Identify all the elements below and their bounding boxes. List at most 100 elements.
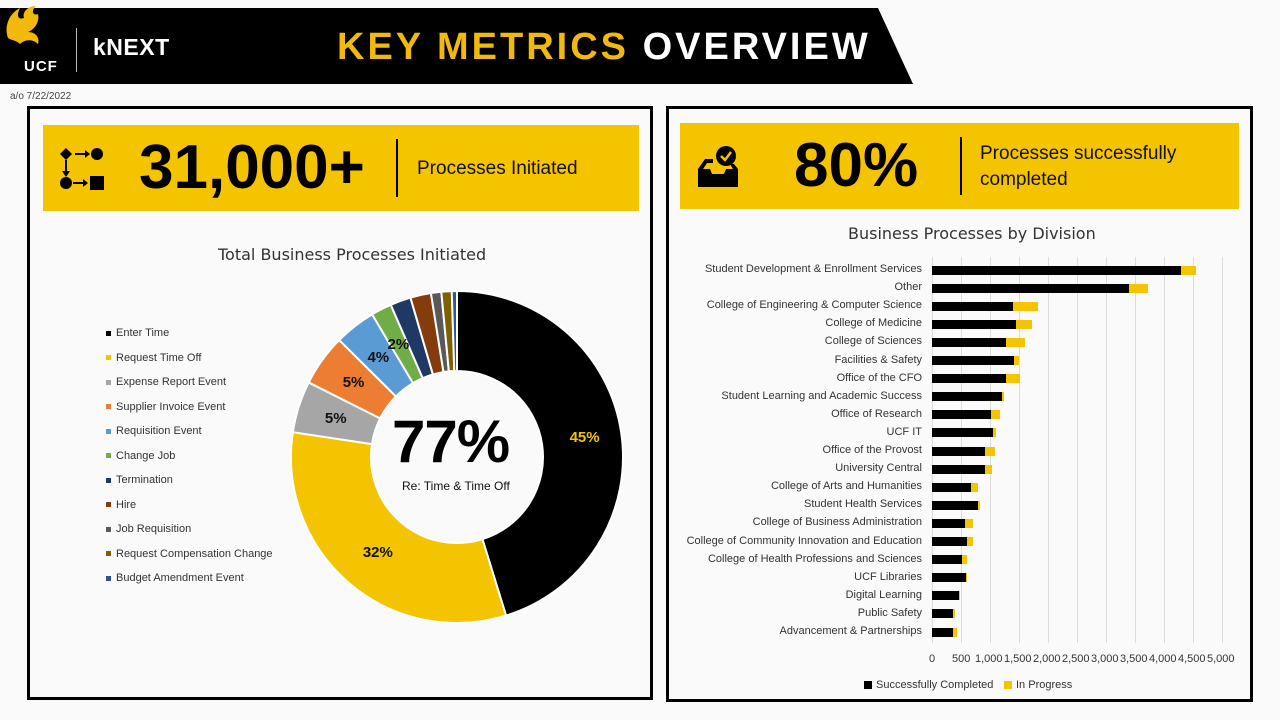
gridline — [1193, 257, 1194, 644]
legend-item: Request Time Off — [106, 346, 273, 371]
gridline — [1077, 257, 1078, 644]
bar-category-label: College of Health Professions and Scienc… — [707, 552, 922, 565]
bar-legend-item: In Progress — [1004, 679, 1072, 691]
x-tick-label: 3,000 — [1091, 653, 1119, 666]
bar-in-progress — [953, 609, 956, 619]
bar-completed — [932, 265, 1182, 275]
donut-percent-label: 5% — [324, 409, 347, 427]
bar-in-progress — [1129, 283, 1149, 293]
bar-chart-title: Business Processes by Division — [848, 224, 1096, 243]
legend-label: Budget Amendment Event — [116, 572, 244, 585]
gridline — [1019, 257, 1020, 644]
legend-label: Requisition Event — [116, 425, 202, 438]
kpi-separator — [396, 139, 398, 197]
kpi-value: 80% — [794, 131, 919, 200]
legend-label: Termination — [116, 474, 173, 487]
kpi-success-rate: 80% Processes successfully completed — [680, 123, 1239, 209]
bar-in-progress — [1013, 301, 1038, 311]
logo-text: UCF — [24, 58, 58, 75]
donut-percent-label: 5% — [342, 374, 365, 392]
bar-legend-label: Successfully Completed — [876, 679, 994, 692]
donut-chart — [290, 289, 624, 624]
kpi-label-line2: completed — [980, 169, 1068, 190]
legend-label: Request Compensation Change — [116, 547, 273, 560]
bar-category-label: College of Engineering & Computer Scienc… — [706, 299, 922, 312]
header-divider — [76, 28, 77, 72]
bar-in-progress — [965, 518, 974, 528]
bar-legend-swatch — [1004, 681, 1012, 690]
legend-item: Request Compensation Change — [106, 542, 273, 567]
division-panel: 80% Processes successfully completed Bus… — [666, 106, 1253, 702]
bar-in-progress — [1181, 265, 1196, 275]
legend-item: Enter Time — [106, 321, 273, 346]
x-tick-label: 2,500 — [1062, 653, 1090, 666]
bar-category-label: College of Medicine — [825, 317, 922, 330]
bar-completed — [932, 609, 954, 619]
legend-swatch — [106, 355, 111, 361]
legend-swatch — [106, 477, 111, 483]
donut-slice-budget-amendment-event — [450, 289, 458, 373]
kpi-value: 31,000+ — [139, 133, 365, 202]
page-title-part2: OVERVIEW — [642, 26, 871, 68]
donut-percent-label: 4% — [367, 348, 390, 366]
bar-legend-item: Successfully Completed — [864, 679, 993, 691]
bar-completed — [932, 537, 967, 547]
process-flow-icon — [60, 148, 104, 190]
legend-label: Enter Time — [116, 327, 170, 340]
bar-category-label: Student Health Services — [803, 498, 922, 511]
bar-completed — [932, 337, 1007, 347]
page-title: KEY METRICS OVERVIEW — [337, 26, 871, 69]
bar-category-label: University Central — [835, 462, 922, 475]
legend-swatch — [106, 404, 111, 410]
kpi-separator — [960, 137, 962, 195]
bar-in-progress — [1001, 392, 1004, 402]
legend-label: Request Time Off — [116, 351, 202, 364]
header-background — [0, 8, 913, 84]
x-tick-label: 3,500 — [1120, 653, 1148, 666]
bar-completed — [932, 518, 966, 528]
legend-label: Change Job — [116, 449, 176, 462]
bar-completed — [932, 301, 1014, 311]
bar-in-progress — [993, 428, 997, 438]
x-tick-label: 5,000 — [1207, 653, 1235, 666]
bar-in-progress — [1006, 337, 1026, 347]
legend-item: Supplier Invoice Event — [106, 395, 273, 420]
bar-in-progress — [962, 555, 967, 565]
bar-completed — [932, 464, 986, 474]
legend-swatch — [106, 428, 111, 434]
bar-completed — [932, 410, 992, 420]
donut-legend: Enter Time Request Time Off Expense Report… — [106, 321, 273, 591]
bar-category-label: College of Business Administration — [752, 516, 922, 529]
gridline — [1048, 257, 1049, 644]
bar-category-label: Advancement & Partnerships — [779, 625, 922, 638]
bar-completed — [932, 482, 972, 492]
legend-swatch — [106, 330, 111, 336]
legend-swatch — [106, 526, 111, 532]
pegasus-logo-icon — [6, 6, 39, 44]
bar-completed — [932, 392, 1002, 402]
gridline — [1135, 257, 1136, 644]
bar-completed — [932, 319, 1017, 329]
bar-category-label: College of Sciences — [824, 335, 922, 348]
donut-percent-label: 32% — [362, 543, 393, 561]
bar-completed — [932, 374, 1007, 384]
bar-in-progress — [965, 573, 968, 583]
legend-item: Budget Amendment Event — [106, 566, 273, 591]
bar-in-progress — [966, 537, 973, 547]
bar-category-label: Office of the CFO — [836, 371, 922, 384]
legend-item: Job Requisition — [106, 517, 273, 542]
bar-category-label: College of Community Innovation and Educ… — [686, 534, 922, 547]
bar-completed — [932, 283, 1130, 293]
x-tick-label: 2,000 — [1033, 653, 1061, 666]
page-title-part1: KEY METRICS — [337, 26, 630, 68]
donut-percent-label: 2% — [387, 335, 410, 353]
donut-percent-label: 45% — [569, 429, 600, 447]
legend-item: Requisition Event — [106, 419, 273, 444]
x-tick-label: 4,000 — [1149, 653, 1177, 666]
donut-chart-title: Total Business Processes Initiated — [218, 245, 487, 264]
gridline — [1106, 257, 1107, 644]
bar-completed — [932, 446, 986, 456]
bar-in-progress — [953, 627, 957, 637]
header-bar: UCF kNEXT KEY METRICS OVERVIEW — [0, 0, 1280, 86]
kpi-label: Processes successfully completed — [980, 141, 1176, 193]
